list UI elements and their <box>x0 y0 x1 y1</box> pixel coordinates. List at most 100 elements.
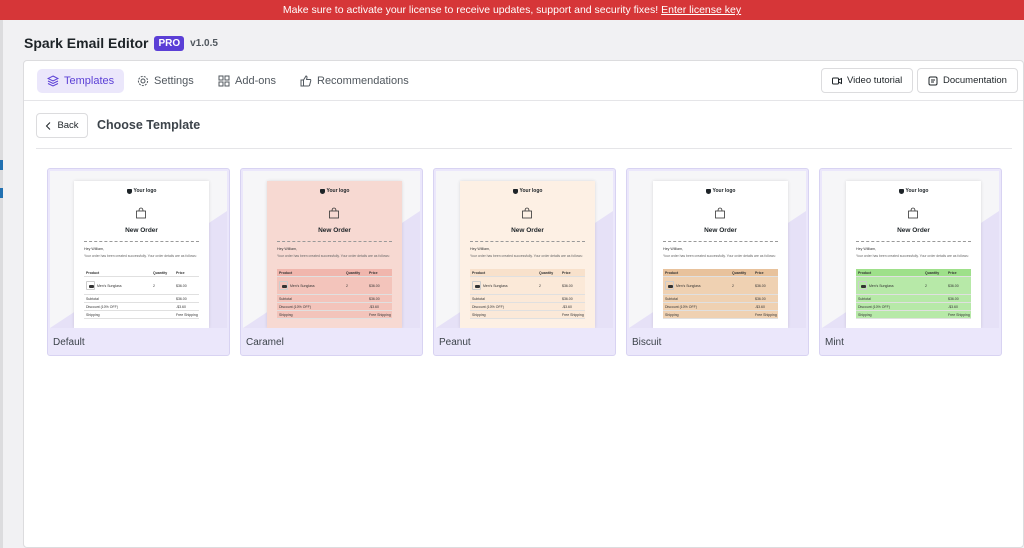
tab-templates[interactable]: Templates <box>37 69 125 93</box>
col-quantity: Quantity <box>925 270 940 275</box>
email-greeting: Hey William, <box>470 247 490 251</box>
tab-recommendations[interactable]: Recommendations <box>290 69 419 93</box>
template-preview: Your logo New Order Hey William, Your or… <box>436 171 613 328</box>
shipping-row: Shipping Free Shipping <box>470 311 585 319</box>
template-name: Mint <box>825 337 844 348</box>
item-price: $36.00 <box>948 283 959 288</box>
thumbs-up-icon <box>300 75 312 87</box>
subtotal-value: $36.00 <box>562 296 573 301</box>
discount-row: Discount (10% OFF) -$3.60 <box>277 303 392 311</box>
shipping-row: Shipping Free Shipping <box>663 311 778 319</box>
template-preview: Your logo New Order Hey William, Your or… <box>243 171 420 328</box>
subtotal-label: Subtotal <box>86 296 99 301</box>
email-heading: New Order <box>704 227 737 234</box>
tab-add-ons[interactable]: Add-ons <box>208 69 286 93</box>
video-tutorial-label: Video tutorial <box>847 75 903 86</box>
grid-icon <box>218 75 230 87</box>
enter-license-key-link[interactable]: Enter license key <box>661 4 742 16</box>
email-body: Your order has been created successfully… <box>277 254 390 258</box>
subtotal-label: Subtotal <box>858 296 871 301</box>
shipping-label: Shipping <box>472 312 486 317</box>
template-card-mint[interactable]: Your logo New Order Hey William, Your or… <box>819 168 1002 356</box>
subtotal-row: Subtotal $36.00 <box>84 295 199 303</box>
gear-icon <box>137 75 149 87</box>
email-mockup: Your logo New Order Hey William, Your or… <box>846 181 981 328</box>
template-name: Caramel <box>246 337 284 348</box>
discount-value: -$3.60 <box>755 304 765 309</box>
email-logo: Your logo <box>846 188 981 194</box>
shipping-value: Free Shipping <box>369 312 391 317</box>
col-product: Product <box>86 270 100 275</box>
discount-row: Discount (10% OFF) -$3.60 <box>470 303 585 311</box>
license-notice-bar: Make sure to activate your license to re… <box>0 0 1024 20</box>
subtotal-row: Subtotal $36.00 <box>663 295 778 303</box>
shipping-label: Shipping <box>858 312 872 317</box>
email-order-table: Product Quantity Price Men's Sunglass 2 … <box>663 269 778 319</box>
email-order-table: Product Quantity Price Men's Sunglass 2 … <box>84 269 199 319</box>
shipping-label: Shipping <box>279 312 293 317</box>
tab-add-ons-label: Add-ons <box>235 75 276 87</box>
email-body: Your order has been created successfully… <box>84 254 197 258</box>
back-button[interactable]: Back <box>36 113 88 138</box>
app-version: v1.0.5 <box>190 37 218 49</box>
email-heading: New Order <box>318 227 351 234</box>
shipping-value: Free Shipping <box>755 312 777 317</box>
email-greeting: Hey William, <box>663 247 683 251</box>
tab-settings-label: Settings <box>154 75 194 87</box>
subtotal-value: $36.00 <box>948 296 959 301</box>
shield-icon <box>898 188 904 194</box>
license-notice-text: Make sure to activate your license to re… <box>282 4 659 16</box>
email-separator <box>277 241 392 242</box>
product-thumbnail <box>472 281 481 290</box>
email-order-table: Product Quantity Price Men's Sunglass 2 … <box>856 269 971 319</box>
video-tutorial-button[interactable]: Video tutorial <box>821 68 914 93</box>
template-name: Peanut <box>439 337 471 348</box>
discount-value: -$3.60 <box>176 304 186 309</box>
col-quantity: Quantity <box>153 270 168 275</box>
template-card-biscuit[interactable]: Your logo New Order Hey William, Your or… <box>626 168 809 356</box>
layers-icon <box>47 75 59 87</box>
email-heading: New Order <box>125 227 158 234</box>
shipping-row: Shipping Free Shipping <box>856 311 971 319</box>
section-divider <box>36 148 1012 149</box>
shipping-label: Shipping <box>665 312 679 317</box>
email-logo: Your logo <box>267 188 402 194</box>
email-logo-text: Your logo <box>519 188 543 194</box>
discount-label: Discount (10% OFF) <box>86 304 118 309</box>
item-qty: 2 <box>539 283 541 288</box>
discount-label: Discount (10% OFF) <box>279 304 311 309</box>
item-name: Men's Sunglass <box>676 283 701 288</box>
email-heading: New Order <box>897 227 930 234</box>
discount-row: Discount (10% OFF) -$3.60 <box>856 303 971 311</box>
subtotal-label: Subtotal <box>279 296 292 301</box>
email-mockup: Your logo New Order Hey William, Your or… <box>653 181 788 328</box>
email-order-table: Product Quantity Price Men's Sunglass 2 … <box>470 269 585 319</box>
email-logo-text: Your logo <box>133 188 157 194</box>
item-name: Men's Sunglass <box>483 283 508 288</box>
order-item-row: Men's Sunglass 2 $36.00 <box>277 277 392 295</box>
shopping-bag-icon <box>715 207 725 219</box>
email-logo-text: Your logo <box>326 188 350 194</box>
col-product: Product <box>858 270 872 275</box>
product-thumbnail <box>665 281 674 290</box>
email-separator <box>856 241 971 242</box>
tab-settings[interactable]: Settings <box>127 69 204 93</box>
shopping-bag-icon <box>136 207 146 219</box>
template-card-default[interactable]: Your logo New Order Hey William, Your or… <box>47 168 230 356</box>
item-qty: 2 <box>153 283 155 288</box>
item-name: Men's Sunglass <box>290 283 315 288</box>
col-price: Price <box>176 270 185 275</box>
col-price: Price <box>948 270 957 275</box>
template-preview: Your logo New Order Hey William, Your or… <box>50 171 227 328</box>
template-card-peanut[interactable]: Your logo New Order Hey William, Your or… <box>433 168 616 356</box>
email-greeting: Hey William, <box>84 247 104 251</box>
col-product: Product <box>279 270 293 275</box>
col-quantity: Quantity <box>732 270 747 275</box>
subtotal-row: Subtotal $36.00 <box>856 295 971 303</box>
shipping-label: Shipping <box>86 312 100 317</box>
documentation-button[interactable]: Documentation <box>917 68 1018 93</box>
template-card-caramel[interactable]: Your logo New Order Hey William, Your or… <box>240 168 423 356</box>
order-table-header: Product Quantity Price <box>84 269 199 277</box>
app-header: Spark Email Editor PRO v1.0.5 <box>24 32 218 54</box>
order-item-row: Men's Sunglass 2 $36.00 <box>663 277 778 295</box>
